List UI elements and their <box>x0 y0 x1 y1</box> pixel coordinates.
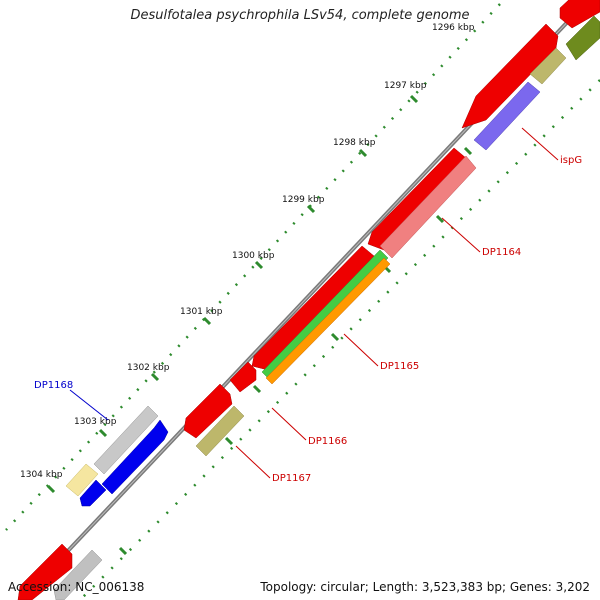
outer-dotted-ring <box>5 3 501 531</box>
gene-label-dp1168[interactable]: DP1168 <box>34 380 73 391</box>
genome-summary: Topology: circular; Length: 3,523,383 bp… <box>260 580 590 594</box>
leader-dp1165 <box>343 333 379 367</box>
reverse-genes <box>65 405 169 507</box>
gene-orange-dp1165[interactable] <box>265 257 391 385</box>
gene-label-dp1167[interactable]: DP1167 <box>272 473 311 484</box>
gene-blue-small[interactable] <box>79 479 107 507</box>
map-title: Desulfotalea psychrophila LSv54, complet… <box>130 8 470 23</box>
tick-label-1299: 1299 kbp <box>282 195 325 205</box>
tick-label-1301: 1301 kbp <box>180 307 223 317</box>
leader-lines <box>69 127 559 479</box>
accession-text: Accession: NC_006138 <box>8 580 145 594</box>
gene-green-dp1165[interactable] <box>261 249 389 381</box>
tick-label-1303: 1303 kbp <box>74 417 117 427</box>
gene-khaki-top[interactable] <box>529 47 567 85</box>
gene-label-ispG[interactable]: ispG <box>560 155 582 166</box>
tick-label-1298: 1298 kbp <box>333 138 376 148</box>
leader-ispG <box>521 127 559 161</box>
tick-label-1304: 1304 kbp <box>20 470 63 480</box>
tick-label-1297: 1297 kbp <box>384 81 427 91</box>
forward-genes <box>17 0 600 600</box>
gene-label-dp1165[interactable]: DP1165 <box>380 361 419 372</box>
major-ticks <box>46 94 473 556</box>
gene-arrow-dp1165-fwd[interactable] <box>251 245 375 371</box>
gene-arrow-small[interactable] <box>229 361 257 393</box>
gene-gray-dp1168[interactable] <box>93 405 159 475</box>
gene-gray-bottom[interactable] <box>53 549 103 600</box>
tick-label-1296: 1296 kbp <box>432 23 475 33</box>
gene-blue-dp1168[interactable] <box>101 419 169 495</box>
tick-labels: 1296 kbp 1297 kbp 1298 kbp 1299 kbp 1300… <box>20 23 475 480</box>
function-track <box>53 15 600 600</box>
gene-arrow-bottom[interactable] <box>17 543 73 600</box>
tick-label-1302: 1302 kbp <box>127 363 170 373</box>
gene-label-dp1166[interactable]: DP1166 <box>308 436 347 447</box>
gene-pink-dp1164[interactable] <box>379 155 477 259</box>
inner-tick-ring <box>79 79 600 600</box>
gene-arrow-dp1164-fwd[interactable] <box>367 147 467 251</box>
leader-dp1166 <box>271 407 307 441</box>
gene-khaki-dp1167[interactable] <box>195 405 245 457</box>
leader-dp1168 <box>69 389 109 421</box>
gene-labels: ispG DP1164 DP1165 DP1166 DP1167 DP1168 <box>34 155 582 484</box>
gene-purple-ispG[interactable] <box>473 81 541 151</box>
gene-olive-top[interactable] <box>565 15 600 61</box>
gene-arrow-top[interactable] <box>559 0 600 29</box>
leader-dp1167 <box>235 445 271 479</box>
gene-yellow-dp1168[interactable] <box>65 463 99 497</box>
gene-arrow-dp1166-fwd[interactable] <box>183 383 233 439</box>
leader-dp1164 <box>441 217 481 253</box>
tick-label-1300: 1300 kbp <box>232 251 275 261</box>
gene-label-dp1164[interactable]: DP1164 <box>482 247 521 258</box>
